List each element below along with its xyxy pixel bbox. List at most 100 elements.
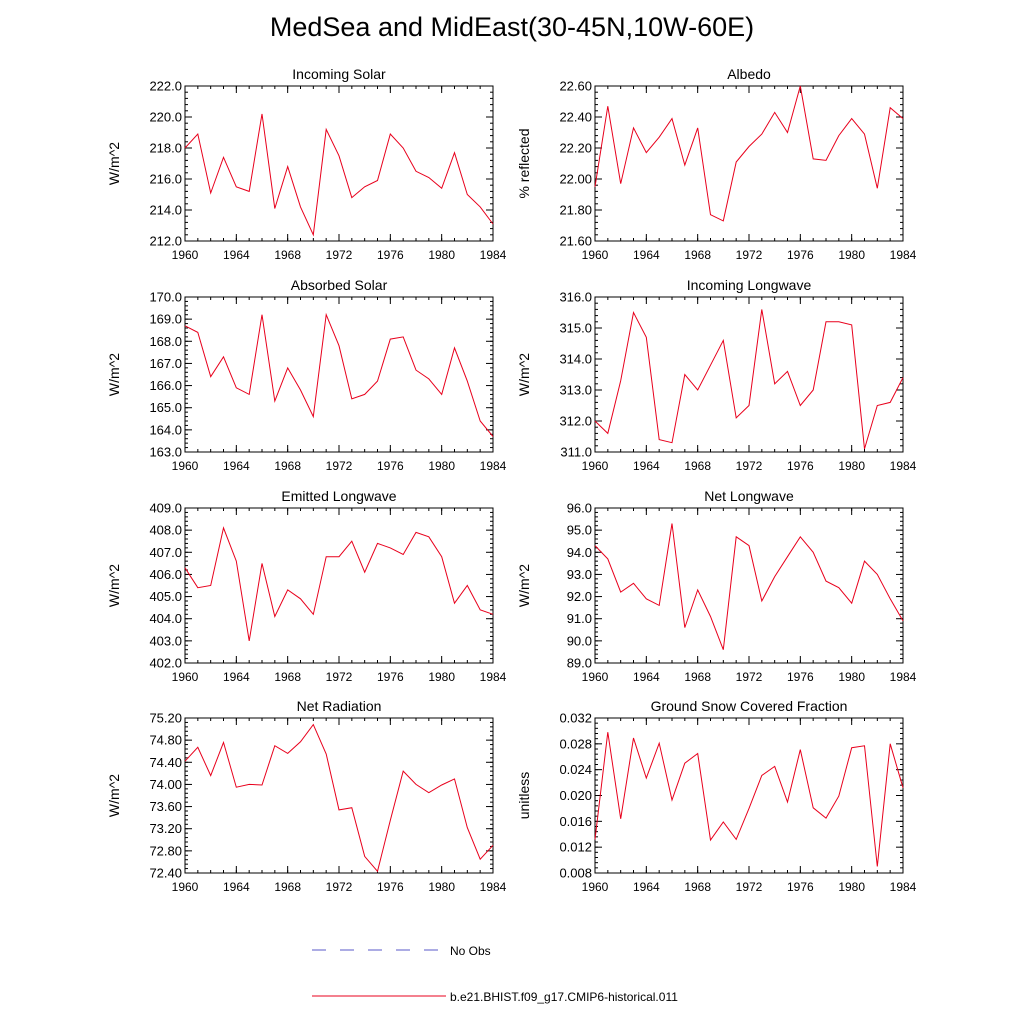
panel-8: 1960 1964 1968 1972 1976 1980 1984 0.008 0.012 0.…	[516, 698, 917, 894]
y-tick-label: 74.80	[149, 733, 182, 748]
panels: 1960 1964 1968 1972 1976 1980 1984 212.0 214.0 21…	[106, 66, 917, 894]
x-tick-label: 1964	[633, 880, 660, 894]
series-line-1	[184, 312, 494, 437]
y-tick-label: 407.0	[149, 545, 182, 560]
x-tick-label: 1984	[480, 459, 507, 473]
panel-title: Emitted Longwave	[281, 488, 396, 504]
x-tick-label: 1972	[326, 459, 353, 473]
y-tick-label: 72.80	[149, 843, 182, 858]
x-tick-label: 1968	[274, 880, 301, 894]
y-tick-label: 95.0	[567, 523, 592, 538]
panel-title: Ground Snow Covered Fraction	[651, 698, 848, 714]
y-tick-label: 165.0	[149, 400, 182, 415]
y-tick-label: 315.0	[559, 321, 592, 336]
x-tick-label: 1968	[274, 459, 301, 473]
panel-title: Albedo	[727, 66, 771, 82]
y-tick-label: 22.60	[559, 79, 592, 94]
x-tick-label: 1976	[377, 880, 404, 894]
y-axis-label: % reflected	[516, 128, 532, 198]
y-tick-label: 72.40	[149, 866, 182, 881]
y-tick-label: 169.0	[149, 312, 182, 327]
y-tick-label: 93.0	[567, 567, 592, 582]
x-tick-label: 1984	[890, 880, 917, 894]
x-tick-label: 1968	[684, 459, 711, 473]
y-tick-label: 0.028	[559, 736, 592, 751]
y-tick-label: 408.0	[149, 523, 182, 538]
y-tick-label: 90.0	[567, 633, 592, 648]
y-tick-label: 403.0	[149, 633, 182, 648]
series-line-1	[184, 113, 494, 237]
x-minor-ticks	[184, 718, 494, 873]
legend-obs-label: No Obs	[450, 944, 491, 958]
x-tick-label: 1980	[428, 248, 455, 262]
y-minor-ticks	[595, 85, 903, 242]
x-tick-label: 1964	[633, 248, 660, 262]
panel-title: Net Radiation	[297, 698, 382, 714]
x-tick-label: 1960	[172, 880, 199, 894]
y-tick-label: 163.0	[149, 445, 182, 460]
y-axis-label: unitless	[516, 772, 532, 819]
y-tick-label: 164.0	[149, 422, 182, 437]
x-tick-label: 1980	[838, 670, 865, 684]
y-tick-label: 0.008	[559, 866, 592, 881]
series-line-1	[594, 85, 904, 222]
legend: No Obs b.e21.BHIST.f09_g17.CMIP6-histori…	[312, 944, 678, 1004]
x-tick-label: 1964	[633, 670, 660, 684]
x-tick-label: 1972	[736, 880, 763, 894]
y-tick-label: 404.0	[149, 611, 182, 626]
y-tick-label: 166.0	[149, 378, 182, 393]
panel-2: 1960 1964 1968 1972 1976 1980 1984 21.60 21.80 22…	[516, 66, 917, 262]
y-tick-label: 311.0	[560, 445, 592, 460]
x-tick-label: 1980	[838, 248, 865, 262]
x-tick-label: 1972	[326, 248, 353, 262]
panel-title: Incoming Longwave	[687, 277, 812, 293]
panel-5: 1960 1964 1968 1972 1976 1980 1984 402.0 403.0 40…	[106, 488, 507, 684]
x-tick-label: 1976	[787, 670, 814, 684]
y-tick-label: 94.0	[567, 545, 592, 560]
x-tick-label: 1964	[223, 459, 250, 473]
x-tick-label: 1976	[377, 459, 404, 473]
y-tick-label: 75.20	[149, 711, 182, 726]
legend-model-label: b.e21.BHIST.f09_g17.CMIP6-historical.011	[450, 990, 678, 1004]
x-tick-label: 1976	[787, 459, 814, 473]
y-tick-label: 212.0	[149, 234, 182, 249]
y-tick-label: 22.40	[559, 110, 592, 125]
plot-frame	[184, 507, 494, 664]
x-tick-label: 1968	[274, 670, 301, 684]
x-tick-label: 1984	[480, 670, 507, 684]
x-tick-label: 1984	[480, 248, 507, 262]
x-tick-label: 1972	[326, 670, 353, 684]
panel-6: 1960 1964 1968 1972 1976 1980 1984 89.0 90.0 91.0…	[516, 488, 917, 684]
y-tick-label: 0.032	[559, 711, 592, 726]
x-tick-label: 1984	[890, 670, 917, 684]
y-axis-label: W/m^2	[516, 564, 532, 607]
x-tick-label: 1976	[377, 248, 404, 262]
panel-title: Absorbed Solar	[291, 277, 388, 293]
y-tick-label: 73.60	[149, 799, 182, 814]
y-tick-label: 21.80	[559, 203, 592, 218]
series-line-1	[184, 526, 494, 641]
y-minor-ticks	[185, 85, 493, 242]
y-axis-label: W/m^2	[106, 774, 122, 817]
y-axis-label: W/m^2	[516, 353, 532, 396]
x-tick-label: 1964	[223, 670, 250, 684]
y-tick-label: 222.0	[149, 79, 182, 94]
y-tick-label: 0.012	[559, 840, 592, 855]
x-tick-label: 1972	[736, 459, 763, 473]
x-tick-label: 1960	[172, 459, 199, 473]
x-tick-label: 1984	[890, 459, 917, 473]
figure-title: MedSea and MidEast(30-45N,10W-60E)	[269, 12, 755, 42]
y-tick-label: 74.00	[149, 777, 182, 792]
plot-frame	[594, 717, 904, 874]
x-tick-label: 1976	[787, 880, 814, 894]
y-tick-label: 218.0	[149, 141, 182, 156]
y-tick-label: 0.016	[559, 814, 592, 829]
y-tick-label: 406.0	[149, 567, 182, 582]
y-tick-label: 0.024	[559, 762, 592, 777]
y-tick-label: 314.0	[559, 352, 592, 367]
x-tick-label: 1980	[428, 880, 455, 894]
y-axis-label: W/m^2	[106, 142, 122, 185]
x-tick-label: 1972	[736, 248, 763, 262]
y-tick-label: 214.0	[149, 203, 182, 218]
